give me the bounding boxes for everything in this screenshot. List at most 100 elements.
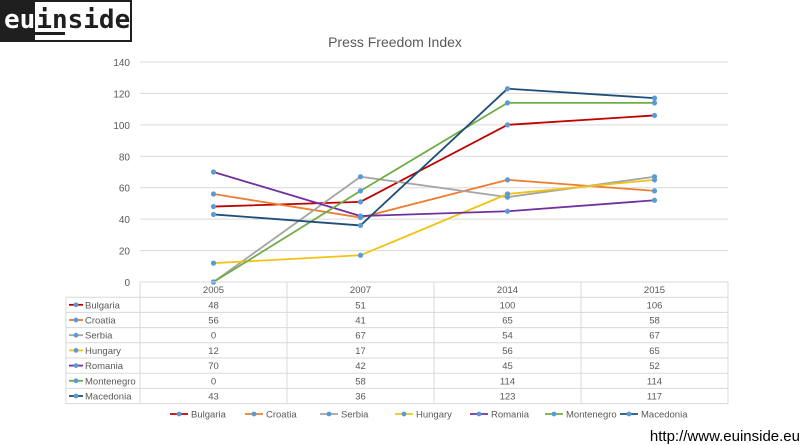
y-tick-label: 120 [113, 89, 130, 100]
euinside-logo: eu inside [0, 0, 133, 42]
data-label: 42 [355, 361, 366, 372]
table-legend-marker [73, 363, 79, 368]
data-label: 0 [211, 376, 216, 387]
data-point-montenegro [651, 100, 658, 106]
data-point-hungary [357, 252, 364, 258]
legend-entry: Montenegro [566, 410, 617, 421]
data-label: 36 [355, 392, 366, 403]
legend-entry: Croatia [266, 410, 297, 421]
table-legend-marker [73, 302, 79, 308]
data-label: 65 [649, 346, 660, 357]
table-series-name: Serbia [85, 331, 113, 342]
data-point-serbia [357, 174, 364, 180]
data-label: 114 [500, 376, 515, 387]
data-point-macedonia [357, 222, 364, 229]
legend-marker [476, 411, 482, 417]
data-label: 51 [355, 300, 366, 311]
y-tick-label: 0 [124, 278, 130, 289]
data-label: 106 [647, 300, 663, 311]
legend-marker [551, 411, 557, 417]
series-line-romania [213, 171, 655, 217]
table-series-name: Montenegro [85, 376, 136, 387]
data-label: 0 [211, 331, 216, 342]
data-label: 17 [355, 346, 366, 357]
data-label: 56 [208, 316, 219, 327]
y-tick-label: 40 [119, 215, 131, 226]
data-label: 123 [500, 392, 516, 403]
data-point-montenegro [504, 100, 511, 106]
legend-entry: Bulgaria [191, 410, 227, 421]
table-series-name: Macedonia [85, 392, 132, 403]
data-point-romania [210, 169, 217, 175]
data-label: 100 [500, 300, 516, 311]
legend-entry: Hungary [416, 410, 452, 421]
data-label: 117 [647, 392, 662, 403]
y-tick-label: 60 [119, 184, 131, 195]
data-label: 43 [208, 392, 219, 403]
legend-entry: Romania [491, 410, 530, 421]
data-label: 65 [502, 316, 513, 327]
data-point-macedonia [651, 95, 658, 101]
y-tick-label: 20 [119, 247, 131, 258]
logo-inside-text: inside [35, 0, 133, 42]
data-point-romania [357, 213, 364, 219]
data-point-croatia [651, 188, 658, 194]
x-tick-label: 2015 [644, 285, 665, 296]
table-legend-marker [73, 393, 79, 399]
data-label: 114 [647, 376, 662, 387]
logo-eu-text: eu [0, 0, 36, 42]
data-label: 41 [355, 316, 366, 327]
x-tick-label: 2007 [350, 285, 371, 296]
table-legend-marker [73, 317, 79, 323]
y-tick-label: 100 [113, 121, 130, 132]
data-point-hungary [210, 260, 217, 266]
series-line-croatia [213, 178, 655, 219]
data-point-bulgaria [651, 112, 658, 119]
data-label: 45 [502, 361, 513, 372]
table-legend-marker [73, 378, 79, 384]
data-point-bulgaria [357, 199, 364, 205]
legend-entry: Macedonia [641, 410, 688, 421]
data-point-croatia [504, 177, 511, 183]
data-point-romania [651, 197, 658, 203]
table-series-name: Bulgaria [85, 300, 121, 311]
chart-title: Press Freedom Index [328, 34, 462, 50]
data-point-hungary [651, 177, 658, 183]
logo-underline [35, 32, 66, 35]
data-label: 56 [502, 346, 513, 357]
legend-marker [176, 411, 182, 417]
series-line-bulgaria [213, 114, 655, 208]
data-point-croatia [210, 191, 217, 197]
data-label: 70 [208, 361, 219, 372]
legend-marker [326, 411, 332, 417]
legend-marker [626, 411, 632, 417]
data-point-romania [504, 208, 511, 214]
data-label: 58 [355, 376, 366, 387]
data-label: 67 [649, 331, 660, 342]
footer-url[interactable]: http://www.euinside.eu [649, 428, 800, 445]
series-line-hungary [213, 178, 655, 265]
data-point-montenegro [357, 188, 364, 194]
x-tick-label: 2005 [203, 285, 224, 296]
table-series-name: Croatia [85, 316, 116, 327]
data-point-hungary [504, 191, 511, 197]
series-line-montenegro [213, 101, 655, 283]
y-tick-label: 140 [113, 58, 130, 69]
data-label: 67 [355, 331, 366, 342]
table-legend-marker [73, 332, 79, 338]
data-point-macedonia [210, 211, 217, 218]
data-label: 54 [502, 331, 513, 342]
y-tick-label: 80 [119, 152, 131, 163]
series-line-macedonia [213, 87, 655, 227]
data-point-bulgaria [210, 203, 217, 210]
data-label: 58 [649, 316, 660, 327]
data-label: 12 [208, 346, 219, 357]
data-point-macedonia [504, 86, 511, 92]
x-tick-label: 2014 [497, 285, 518, 296]
data-label: 52 [649, 361, 660, 372]
data-label: 48 [208, 300, 219, 311]
logo-inside-label: inside [36, 5, 131, 35]
legend-entry: Serbia [341, 410, 369, 421]
data-point-bulgaria [504, 122, 511, 128]
